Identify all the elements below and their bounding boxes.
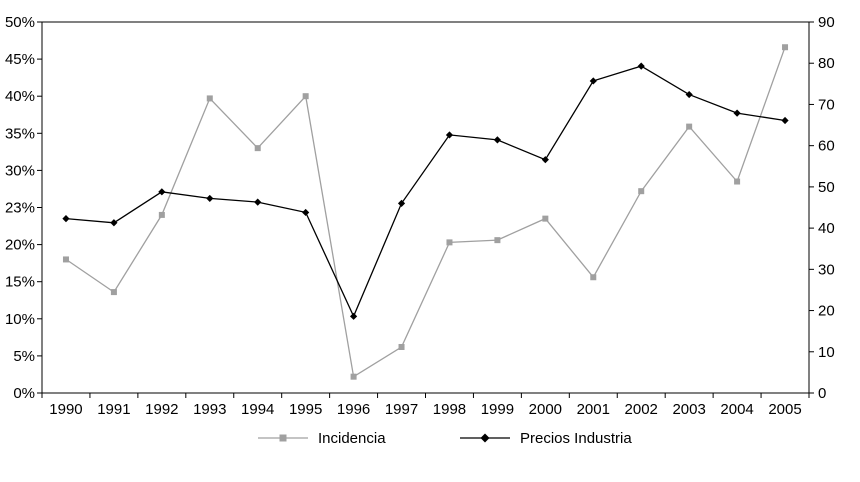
data-point: [638, 188, 645, 195]
data-point: [349, 312, 358, 320]
right-axis-tick-label: 10: [818, 344, 835, 361]
series-incidencia: [62, 44, 789, 380]
legend: Incidencia Precios Industria: [258, 430, 632, 447]
legend-item: Precios Industria: [460, 430, 632, 447]
data-point: [398, 343, 405, 350]
legend-item: Incidencia: [258, 430, 386, 447]
data-point: [206, 194, 214, 203]
data-point: [158, 188, 166, 196]
x-axis-tick-label: 1998: [433, 401, 466, 418]
x-axis-tick-label: 1995: [289, 401, 322, 418]
x-axis-tick-label: 1996: [337, 401, 370, 418]
data-point: [302, 93, 309, 100]
data-point: [62, 256, 69, 263]
right-axis-tick-label: 80: [818, 55, 835, 72]
left-axis-tick-label: 10%: [5, 311, 35, 328]
right-axis-tick-label: 0: [818, 385, 826, 402]
x-axis-tick-label: 1992: [145, 401, 178, 418]
plot-frame: [41, 21, 810, 394]
left-axis-tick-label: 30%: [5, 162, 35, 179]
data-point: [686, 123, 693, 130]
left-axis-tick-label: 35%: [5, 125, 35, 142]
data-point: [734, 178, 741, 185]
x-axis-tick-label: 1994: [241, 401, 274, 418]
right-axis-tick-label: 60: [818, 138, 835, 155]
data-point: [782, 44, 789, 51]
data-point: [637, 62, 645, 70]
right-axis-tick-label: 30: [818, 261, 835, 278]
x-axis-tick-label: 2004: [720, 401, 753, 418]
legend-marker: [279, 434, 287, 442]
data-point: [494, 237, 501, 244]
x-axis-tick-label: 2003: [672, 401, 705, 418]
data-point: [781, 116, 789, 125]
left-axis-tick-label: 50%: [5, 14, 35, 31]
data-point: [206, 95, 213, 102]
data-point: [493, 136, 502, 144]
data-point: [589, 77, 597, 85]
x-axis-tick-label: 1999: [481, 401, 514, 418]
data-point: [541, 156, 549, 164]
left-axis-tick-label: 0%: [13, 385, 35, 402]
x-axis-tick-label: 2002: [625, 401, 658, 418]
data-point: [590, 274, 597, 281]
legend-label: Precios Industria: [520, 430, 632, 447]
left-axis-tick-label: 40%: [5, 88, 35, 105]
left-axis-tick-label: 23%: [5, 200, 35, 217]
x-axis-tick-label: 2005: [768, 401, 801, 418]
x-axis-tick-label: 2001: [577, 401, 610, 418]
data-point: [158, 211, 165, 218]
series-precios-industria: [62, 62, 789, 320]
data-point: [254, 145, 261, 152]
right-axis-tick-label: 70: [818, 96, 835, 113]
data-point: [110, 289, 117, 296]
data-point: [685, 90, 693, 99]
left-axis-tick-label: 5%: [13, 348, 35, 365]
data-point: [446, 239, 453, 246]
left-axis: 0% 5% 10% 15% 20% 23% 30% 35% 40% 45% 50%: [5, 14, 42, 402]
x-axis: 1990 1991 1992 1993 1994 1995 1996 1997 1998 1999…: [41, 393, 810, 418]
left-axis-tick-label: 45%: [5, 51, 35, 68]
data-point: [542, 215, 549, 222]
left-axis-tick-label: 15%: [5, 274, 35, 291]
data-point: [733, 109, 741, 117]
right-axis: 0 10 20 30 40 50 60 70 80 90: [809, 14, 835, 402]
series-line: [65, 46, 786, 378]
right-axis-tick-label: 90: [818, 14, 835, 31]
data-point: [397, 199, 406, 207]
legend-label: Incidencia: [318, 430, 386, 447]
x-axis-tick-label: 1993: [193, 401, 226, 418]
x-axis-tick-label: 1990: [49, 401, 82, 418]
data-point: [302, 208, 310, 217]
legend-marker: [480, 433, 490, 443]
left-axis-tick-label: 20%: [5, 237, 35, 254]
data-point: [445, 131, 454, 139]
data-point: [254, 198, 262, 206]
data-point: [350, 373, 357, 380]
plot-border: [41, 21, 810, 394]
data-point: [62, 215, 70, 223]
series-layer: [62, 44, 789, 380]
x-axis-tick-label: 2000: [529, 401, 562, 418]
right-axis-tick-label: 50: [818, 179, 835, 196]
x-axis-tick-label: 1991: [97, 401, 130, 418]
x-axis-tick-label: 1997: [385, 401, 418, 418]
data-point: [110, 219, 118, 227]
series-line: [65, 65, 786, 318]
right-axis-tick-label: 20: [818, 303, 835, 320]
right-axis-tick-label: 40: [818, 220, 835, 237]
